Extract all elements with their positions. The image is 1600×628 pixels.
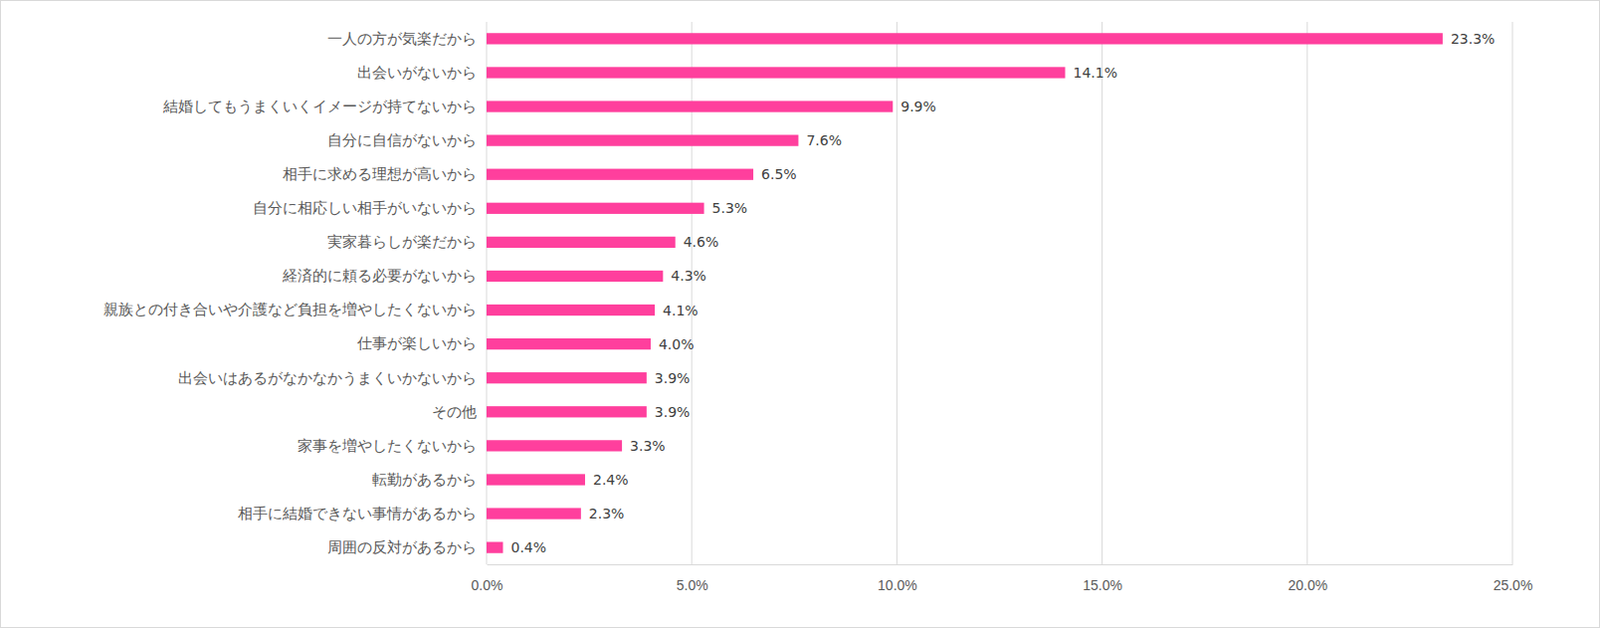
y-tick: その他 xyxy=(431,402,487,420)
data-label: 9.9% xyxy=(900,98,937,115)
y-tick: 転勤があるから xyxy=(372,470,487,488)
data-label: 23.3% xyxy=(1450,30,1495,47)
y-tick: 出会いはあるがなかなかうまくいかないから xyxy=(178,369,487,387)
grid-line xyxy=(1512,21,1514,565)
grid xyxy=(486,21,1513,565)
data-label: 4.0% xyxy=(658,336,695,353)
category-label: 一人の方が気楽だから xyxy=(327,29,477,47)
chart-frame xyxy=(0,0,1600,628)
y-tick: 自分に相応しい相手がいないから xyxy=(252,199,487,216)
bar xyxy=(486,439,622,451)
data-label: 2.4% xyxy=(593,471,629,488)
bars xyxy=(486,32,1443,554)
data-label: 3.9% xyxy=(654,403,691,420)
bar xyxy=(486,507,582,519)
category-label: 経済的に頼る必要がないから xyxy=(281,266,477,284)
category-label: その他 xyxy=(431,402,477,420)
x-axis: 0.0% 5.0% 10.0% 15.0% 20.0% 25.0% xyxy=(471,564,1534,594)
x-tick-label: 10.0% xyxy=(877,577,918,594)
y-tick: 仕事が楽しいから xyxy=(356,334,487,352)
category-label: 転勤があるから xyxy=(372,470,477,488)
x-tick: 25.0% xyxy=(1493,564,1534,594)
grid-line xyxy=(1101,21,1103,565)
category-label: 自分に自信がないから xyxy=(327,131,477,149)
data-label: 4.3% xyxy=(670,267,707,284)
data-label: 0.4% xyxy=(510,539,547,556)
category-label: 周囲の反対があるから xyxy=(327,538,477,556)
y-tick: 相手に求める理想が高いから xyxy=(282,165,487,183)
y-tick: 出会いがないから xyxy=(357,63,487,81)
y-tick: 一人の方が気楽だから xyxy=(327,29,487,47)
y-tick: 自分に自信がないから xyxy=(327,131,487,149)
bar xyxy=(486,372,647,384)
x-tick: 5.0% xyxy=(676,564,709,594)
y-tick: 家事を増やしたくないから xyxy=(297,436,487,454)
y-tick: 実家暮らしが楽だから xyxy=(327,232,487,250)
y-tick: 親族との付き合いや介護など負担を増やしたくないから xyxy=(103,300,487,318)
category-label: 家事を増やしたくないから xyxy=(297,436,477,454)
y-tick: 周囲の反対があるから xyxy=(327,538,487,556)
category-label: 親族との付き合いや介護など負担を増やしたくないから xyxy=(103,300,477,318)
x-tick-label: 15.0% xyxy=(1082,577,1123,594)
category-label: 自分に相応しい相手がいないから xyxy=(252,199,477,216)
grid-line xyxy=(896,21,898,565)
bar xyxy=(486,134,799,146)
x-axis-line xyxy=(487,564,1514,566)
x-tick-label: 0.0% xyxy=(471,577,504,594)
category-label: 実家暮らしが楽だから xyxy=(327,232,477,250)
bar xyxy=(486,202,705,214)
data-label: 3.3% xyxy=(629,437,666,454)
data-label: 6.5% xyxy=(761,166,798,183)
x-tick: 15.0% xyxy=(1082,564,1123,594)
plot: 0.0% 5.0% 10.0% 15.0% 20.0% 25.0% 一人の方が気楽だから出会… xyxy=(103,21,1533,594)
data-label: 2.3% xyxy=(589,505,625,522)
category-label: 出会いはあるがなかなかうまくいかないから xyxy=(178,369,477,387)
y-tick: 結婚してもうまくいくイメージが持てないから xyxy=(162,97,487,115)
x-tick-label: 25.0% xyxy=(1493,577,1534,594)
data-label: 4.1% xyxy=(662,302,699,319)
bar xyxy=(486,405,647,417)
category-label: 出会いがないから xyxy=(357,63,477,81)
x-tick-label: 20.0% xyxy=(1287,577,1328,594)
category-label: 相手に結婚できない事情があるから xyxy=(237,504,477,522)
y-tick: 経済的に頼る必要がないから xyxy=(281,266,487,284)
data-label: 7.6% xyxy=(805,132,842,149)
bar xyxy=(486,304,655,316)
y-axis: 一人の方が気楽だから出会いがないから結婚してもうまくいくイメージが持てないから自… xyxy=(103,22,488,566)
bar xyxy=(486,542,503,554)
bar xyxy=(486,100,893,112)
category-label: 結婚してもうまくいくイメージが持てないから xyxy=(162,97,477,115)
bar xyxy=(486,66,1065,78)
bar xyxy=(486,169,754,181)
bar xyxy=(486,236,676,248)
category-label: 相手に求める理想が高いから xyxy=(282,165,477,183)
data-label: 3.9% xyxy=(654,370,691,387)
y-tick: 相手に結婚できない事情があるから xyxy=(237,504,487,522)
bar xyxy=(486,270,663,282)
x-tick-label: 5.0% xyxy=(676,577,709,594)
data-label: 5.3% xyxy=(712,200,749,216)
bar xyxy=(486,32,1443,44)
data-label: 14.1% xyxy=(1072,64,1117,81)
bar xyxy=(486,338,651,350)
x-tick: 10.0% xyxy=(877,564,918,594)
bar xyxy=(486,473,586,485)
x-tick: 20.0% xyxy=(1287,564,1328,594)
data-label: 4.6% xyxy=(683,233,720,250)
category-label: 仕事が楽しいから xyxy=(356,334,477,352)
chart: 0.0% 5.0% 10.0% 15.0% 20.0% 25.0% 一人の方が気楽だから出会… xyxy=(0,0,1600,628)
x-tick: 0.0% xyxy=(471,564,504,594)
grid-line xyxy=(1306,21,1308,565)
